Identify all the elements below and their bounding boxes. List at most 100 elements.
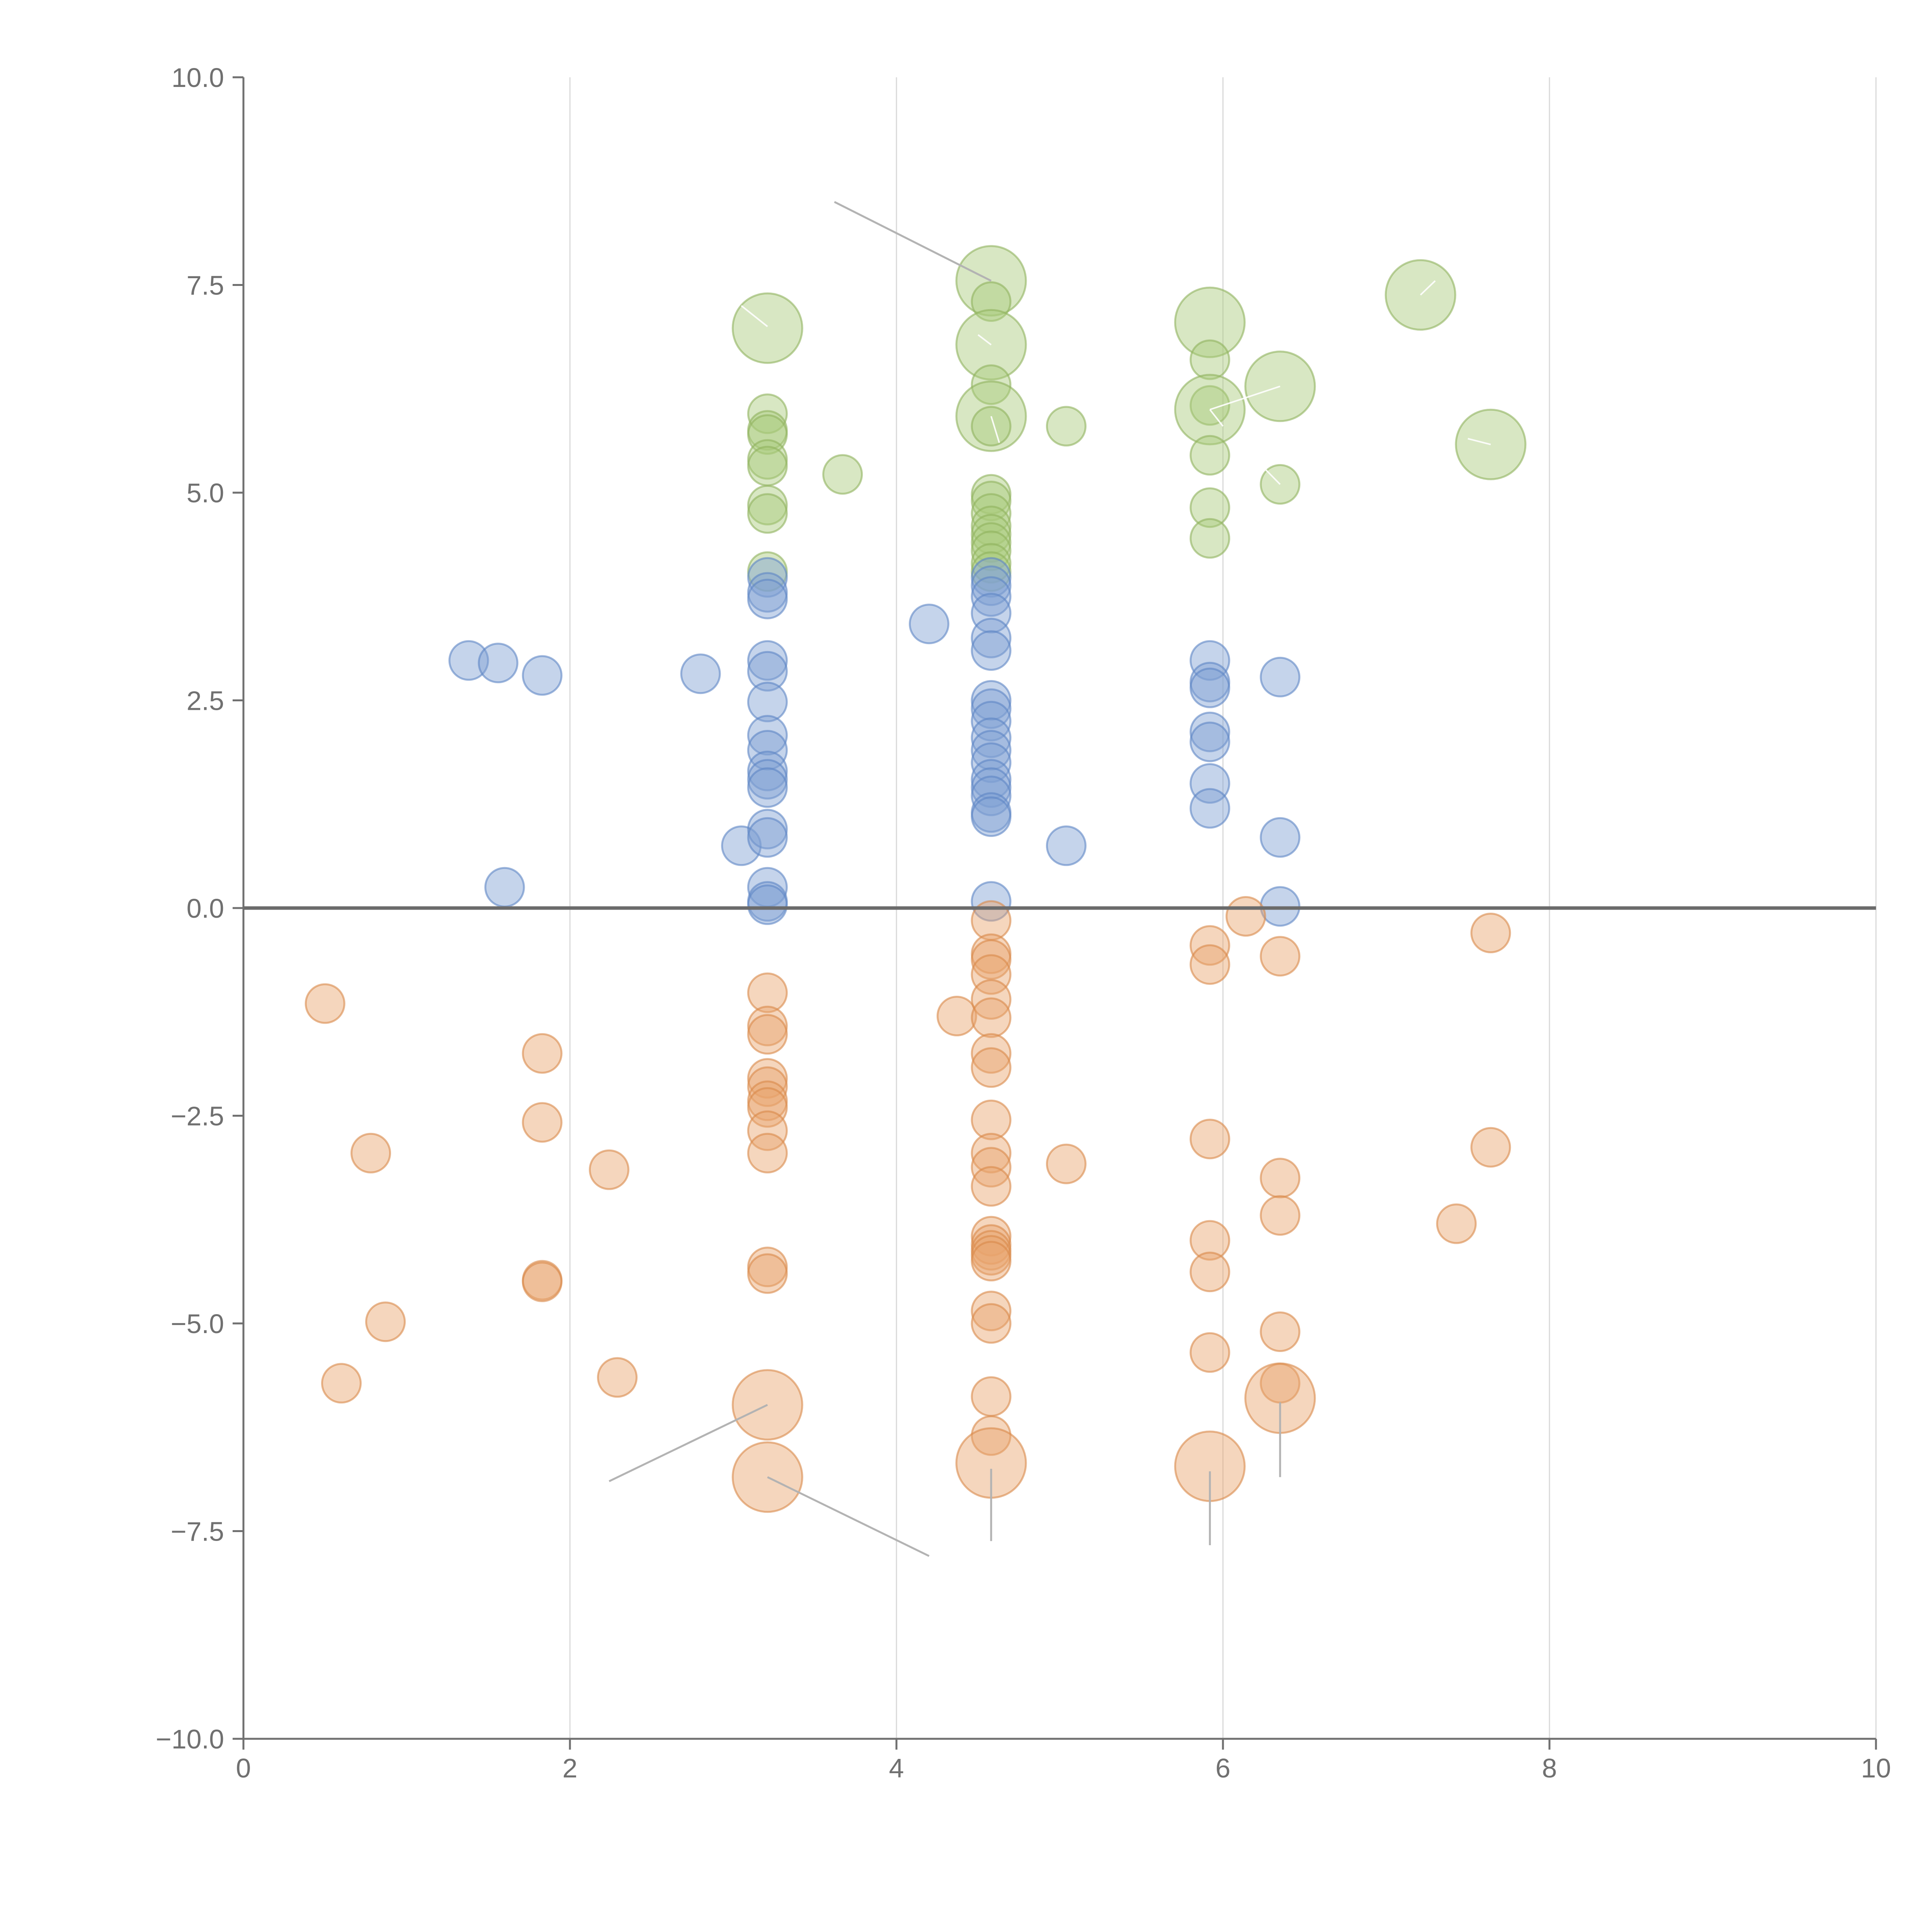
blue-bubble-point xyxy=(1189,667,1230,708)
orange-bubble-point xyxy=(1189,1332,1230,1373)
orange-bubble-point xyxy=(731,1369,803,1441)
orange-bubble-point xyxy=(304,983,345,1024)
orange-bubble-point xyxy=(522,1262,563,1302)
callout-leader-line xyxy=(741,305,768,327)
blue-bubble-point xyxy=(1189,763,1230,804)
callout-leader-line xyxy=(1209,385,1281,410)
green-bubble-point xyxy=(971,543,1012,584)
y-tick-label: −2.5 xyxy=(171,1101,224,1131)
green-bubble-point xyxy=(971,406,1012,447)
y-tick-label: −5.0 xyxy=(171,1309,224,1339)
orange-bubble-point xyxy=(1189,1252,1230,1293)
y-tick-label: 5.0 xyxy=(187,478,224,508)
orange-bubble-point xyxy=(747,1110,788,1151)
orange-bubble-point xyxy=(522,1033,563,1074)
orange-bubble-point xyxy=(971,1033,1012,1074)
orange-bubble-point xyxy=(1189,1220,1230,1261)
blue-bubble-point xyxy=(747,682,788,723)
blue-bubble-point xyxy=(971,593,1012,634)
orange-bubble-point xyxy=(747,1253,788,1294)
green-bubble-point xyxy=(971,514,1012,554)
orange-bubble-point xyxy=(350,1133,391,1173)
blue-bubble-point xyxy=(971,717,1012,758)
green-bubble-point xyxy=(1046,406,1087,447)
y-tick-label: 7.5 xyxy=(187,270,224,301)
green-bubble-point xyxy=(1189,487,1230,528)
blue-bubble-point xyxy=(484,867,525,908)
blue-bubble-point xyxy=(747,759,788,800)
orange-bubble-point xyxy=(1470,1127,1511,1168)
orange-bubble-point xyxy=(1046,1143,1087,1184)
green-bubble-point xyxy=(971,522,1012,563)
callout-leader-line xyxy=(1209,409,1224,427)
orange-bubble-point xyxy=(971,939,1012,980)
blue-bubble-point xyxy=(478,643,519,684)
callout-leader-line xyxy=(1420,280,1436,296)
y-tick-label: −10.0 xyxy=(156,1724,224,1754)
callout-leader-line xyxy=(978,334,992,345)
orange-bubble-point xyxy=(971,979,1012,1020)
orange-bubble-point xyxy=(747,1014,788,1055)
blue-bubble-point xyxy=(971,796,1012,837)
blue-bubble-point xyxy=(448,640,489,681)
orange-bubble-point xyxy=(522,1102,563,1143)
blue-bubble-point xyxy=(971,730,1012,770)
blue-bubble-point xyxy=(747,640,788,681)
green-bubble-point xyxy=(971,493,1012,534)
blue-bubble-point xyxy=(971,767,1012,808)
orange-bubble-point xyxy=(971,1166,1012,1207)
orange-bubble-point xyxy=(971,1241,1012,1282)
blue-bubble-point xyxy=(971,630,1012,671)
green-bubble-point xyxy=(822,454,863,495)
orange-bubble-point xyxy=(936,996,977,1036)
green-bubble-point xyxy=(731,292,803,364)
x-tick-label: 2 xyxy=(563,1753,578,1783)
callout-leader-line xyxy=(767,1476,930,1557)
green-bubble-point xyxy=(1174,286,1246,358)
x-tick-label: 10 xyxy=(1861,1753,1891,1783)
green-bubble-point xyxy=(971,505,1012,546)
orange-bubble-point xyxy=(971,1303,1012,1344)
blue-bubble-point xyxy=(1189,711,1230,752)
orange-bubble-point xyxy=(971,1291,1012,1332)
orange-bubble-point xyxy=(1260,1158,1301,1199)
blue-bubble-point xyxy=(747,884,788,925)
orange-bubble-point xyxy=(747,972,788,1013)
orange-bubble-point xyxy=(321,1363,362,1404)
blue-bubble-point xyxy=(971,576,1012,617)
x-tick-label: 8 xyxy=(1542,1753,1557,1783)
blue-bubble-point xyxy=(747,730,788,770)
y-tick-label: 0.0 xyxy=(187,893,224,923)
orange-bubble-point xyxy=(971,1133,1012,1173)
callout-leader-line xyxy=(609,1404,768,1482)
green-bubble-point xyxy=(747,446,788,486)
orange-bubble-point xyxy=(747,1066,788,1107)
tick-layer: 0 2 4 6 8 10 10.0 7.5 5.0 2.5 0.0 −2.5 −5.0 −7.5 −10.0 xyxy=(156,63,1891,1783)
blue-bubble-point xyxy=(747,767,788,808)
orange-bubble-point xyxy=(1260,1311,1301,1352)
orange-bubble-point xyxy=(1225,896,1266,937)
blue-bubble-point xyxy=(971,701,1012,742)
y-tick-label: 10.0 xyxy=(172,63,224,93)
orange-bubble-point xyxy=(588,1149,629,1190)
orange-bubble-point xyxy=(971,1415,1012,1456)
blue-bubble-point xyxy=(971,617,1012,658)
blue-bubble-point xyxy=(747,557,788,598)
bubble-layer xyxy=(304,245,1527,1513)
orange-series xyxy=(304,896,1511,1513)
blue-bubble-point xyxy=(747,750,788,791)
blue-bubble-point xyxy=(1260,656,1301,697)
orange-bubble-point xyxy=(747,1058,788,1099)
callout-leader-line xyxy=(1468,438,1491,446)
blue-bubble-point xyxy=(747,817,788,858)
x-tick-label: 4 xyxy=(889,1753,904,1783)
blue-bubble-point xyxy=(1260,817,1301,858)
orange-bubble-point xyxy=(1189,1119,1230,1160)
green-bubble-point xyxy=(747,493,788,534)
green-bubble-point xyxy=(971,481,1012,521)
blue-series xyxy=(448,557,1301,927)
orange-bubble-point xyxy=(1260,1195,1301,1236)
orange-bubble-point xyxy=(1189,944,1230,985)
callout-leader-line xyxy=(990,416,1000,443)
